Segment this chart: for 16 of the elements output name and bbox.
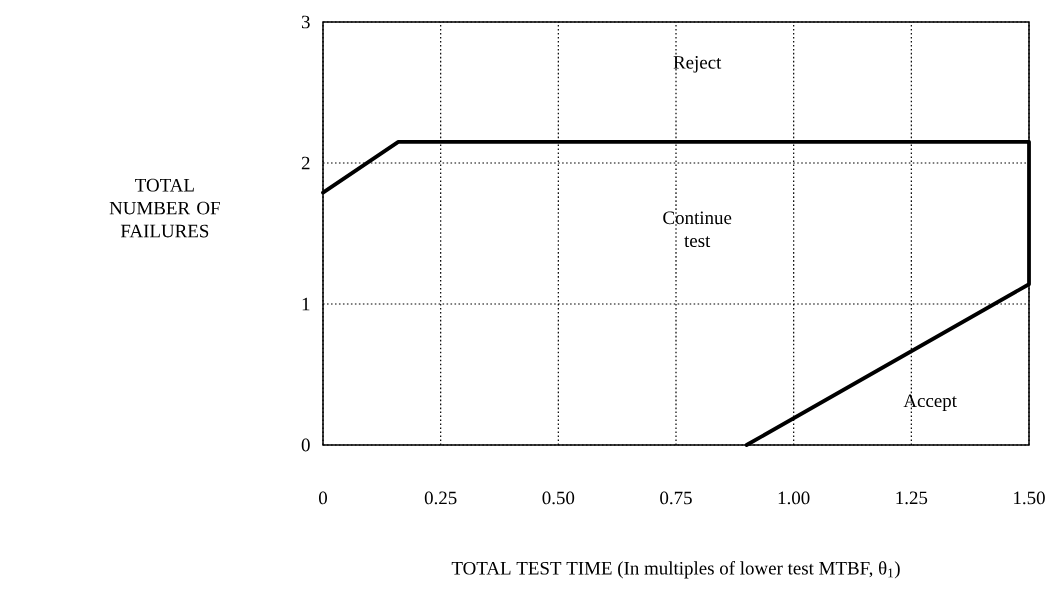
y-axis-title: TOTAL NUMBER OF FAILURES — [109, 178, 220, 238]
x-tick-label: 1.00 — [778, 491, 810, 505]
y-tick-label: 2 — [301, 156, 310, 170]
annotation: Accept — [903, 394, 957, 411]
x-tick-label: 0.75 — [660, 491, 692, 505]
y-tick-label: 1 — [302, 297, 310, 311]
x-tick-label: 0 — [318, 491, 327, 505]
x-tick-label: 0.50 — [542, 491, 575, 505]
x-tick-label: 0.25 — [424, 491, 457, 505]
annotation: Reject — [673, 56, 722, 73]
x-tick-label: 1.25 — [896, 491, 928, 505]
x-tick-label: 1.50 — [1014, 491, 1045, 505]
x-axis-title: TOTAL TEST TIME (In multiples of lower test MTBF, θ$_{1}$) — [451, 561, 900, 579]
y-tick-label: 3 — [301, 15, 310, 29]
y-tick-label: 0 — [301, 438, 310, 452]
annotation: Continue test — [663, 211, 732, 248]
